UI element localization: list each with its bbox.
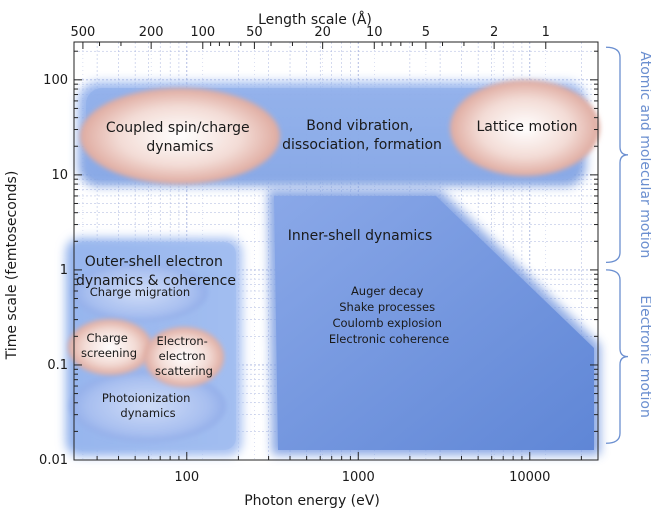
top-tick-label: 200 bbox=[139, 25, 164, 40]
inner-shell-processes: Auger decay Shake processes Coulomb expl… bbox=[329, 284, 449, 346]
x-tick-label: 10000 bbox=[509, 470, 550, 485]
x-tick-label: 100 bbox=[174, 470, 199, 485]
ellipse-lattice bbox=[450, 80, 600, 176]
ellipse-screening bbox=[68, 319, 152, 375]
ellipse-spin-charge bbox=[80, 88, 280, 184]
bracket-label-0: Atomic and molecular motion bbox=[637, 51, 651, 258]
bracket-label-1: Electronic motion bbox=[637, 295, 651, 417]
bracket-1 bbox=[605, 269, 629, 444]
y-tick-label: 1 bbox=[60, 263, 68, 278]
outer-shell-label: Outer-shell electron dynamics & coherenc… bbox=[76, 254, 236, 289]
top-tick-label: 500 bbox=[70, 25, 95, 40]
right-brackets: Atomic and molecular motion Electronic mo… bbox=[605, 46, 651, 444]
top-tick-label: 50 bbox=[246, 25, 263, 40]
ellipse-photoionization bbox=[70, 370, 226, 442]
inner-shell-label: Inner-shell dynamics bbox=[288, 228, 433, 244]
y-tick-label: 10 bbox=[51, 168, 68, 183]
atomic-region-label: Bond vibration, dissociation, formation bbox=[282, 118, 442, 153]
top-tick-label: 2 bbox=[490, 25, 498, 40]
top-tick-label: 5 bbox=[422, 25, 430, 40]
ellipse-charge-migration bbox=[72, 262, 208, 322]
y-tick-label: 100 bbox=[43, 73, 68, 88]
bracket-0 bbox=[605, 46, 629, 264]
x-axis-title: Photon energy (eV) bbox=[244, 493, 380, 509]
charge-screening-label: Charge screening bbox=[81, 331, 137, 360]
top-tick-label: 20 bbox=[314, 25, 331, 40]
electron-scattering-label: Electron- electron scattering bbox=[155, 334, 213, 378]
x-tick-label: 1000 bbox=[342, 470, 375, 485]
photoionization-label: Photoionization dynamics bbox=[102, 391, 194, 420]
y-axis-title: Time scale (femtoseconds) bbox=[4, 171, 20, 361]
charge-migration-label: Charge migration bbox=[90, 285, 190, 299]
top-axis-title: Length scale (Å) bbox=[258, 11, 372, 28]
plot-frame bbox=[73, 41, 599, 461]
y-tick-label: 0.01 bbox=[39, 453, 68, 468]
top-tick-label: 100 bbox=[190, 25, 215, 40]
y-tick-label: 0.1 bbox=[47, 358, 68, 373]
inner-shell-region bbox=[268, 190, 600, 455]
spin-charge-label: Coupled spin/charge dynamics bbox=[106, 120, 254, 155]
ellipse-scattering bbox=[144, 327, 224, 387]
top-tick-label: 10 bbox=[366, 25, 383, 40]
lattice-label: Lattice motion bbox=[476, 119, 577, 135]
top-tick-label: 1 bbox=[542, 25, 550, 40]
axes: 100 1000 10000 0.01 0.1 1 10 100 500 200 100 50 20 10… bbox=[39, 25, 599, 485]
